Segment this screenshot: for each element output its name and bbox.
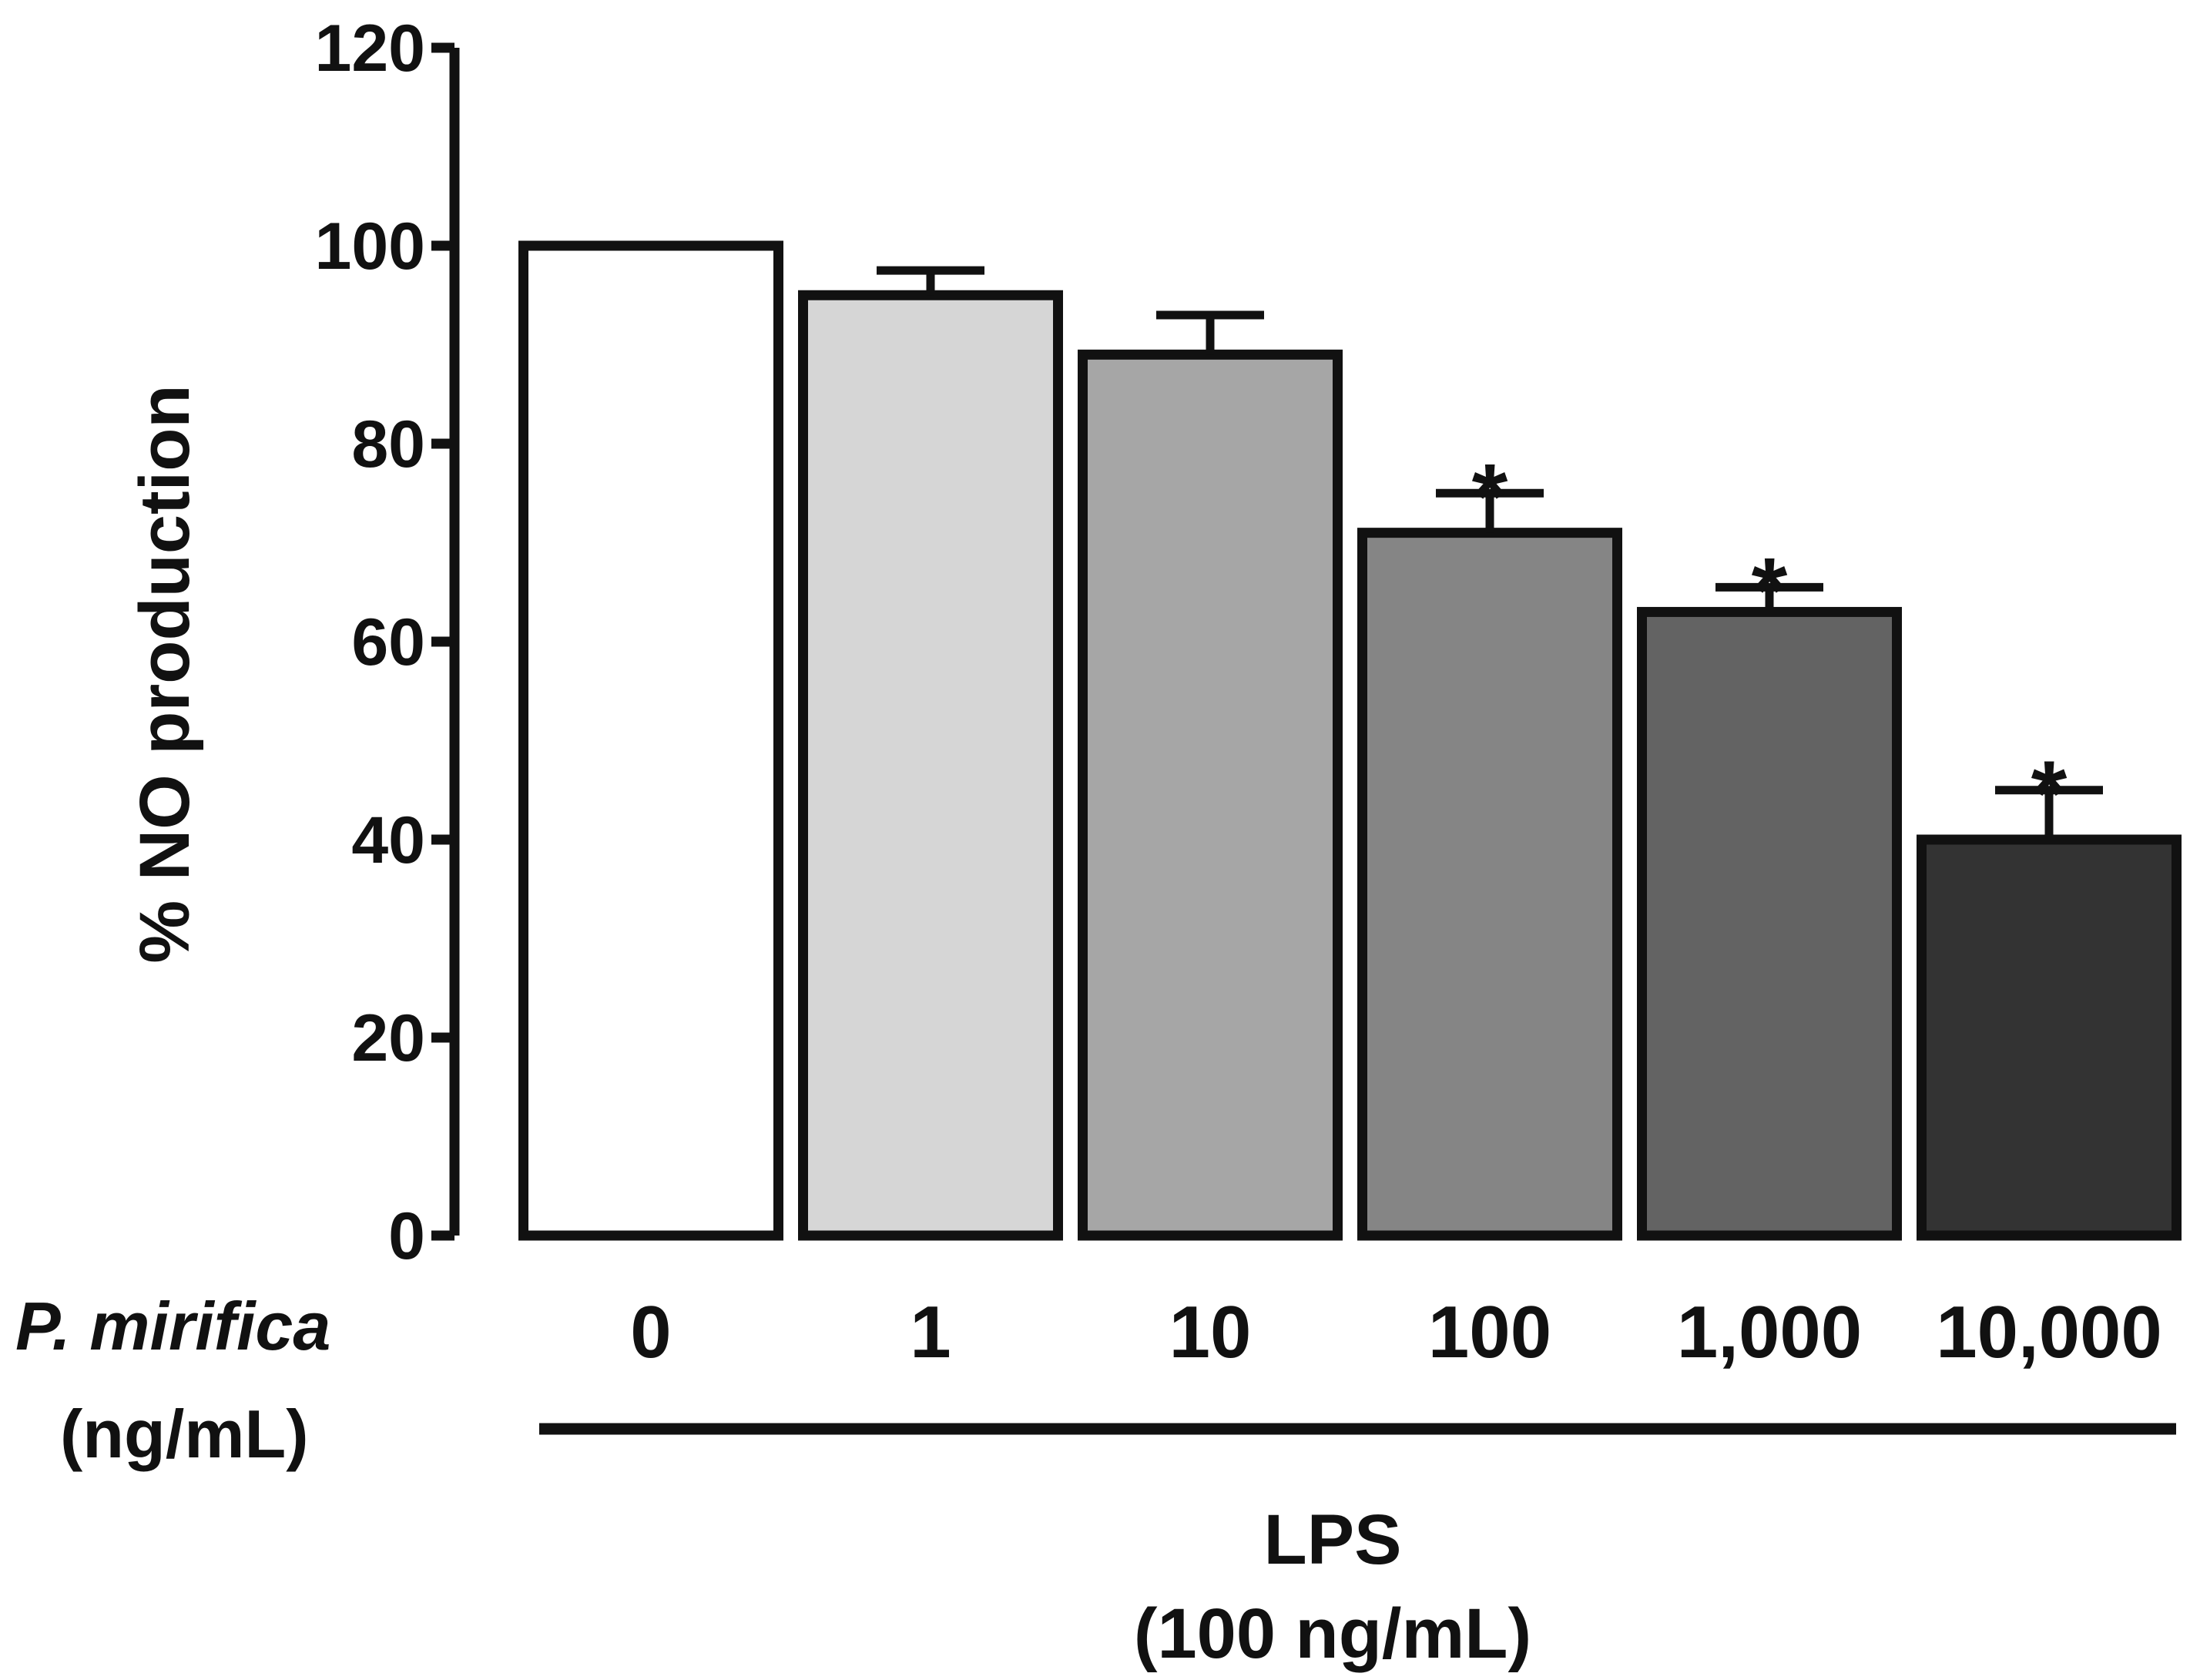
category-label-4: 100 — [1428, 1291, 1551, 1373]
significance-marks: * * * — [1472, 444, 2068, 845]
y-tick-label-20: 20 — [351, 1001, 425, 1075]
y-tick-label-60: 60 — [351, 605, 425, 679]
bar-5 — [1637, 606, 1902, 1241]
category-label-3: 10 — [1169, 1291, 1252, 1373]
category-label-6: 10,000 — [1936, 1291, 2162, 1373]
y-tick-label-120: 120 — [315, 12, 426, 86]
bar-2 — [798, 290, 1063, 1241]
row-label-unit: (ng/mL) — [60, 1396, 309, 1472]
bar-6 — [1917, 834, 2182, 1241]
bars — [518, 240, 2182, 1241]
significance-asterisk-4: * — [1472, 444, 1508, 548]
y-axis-title: % NO production — [126, 384, 204, 963]
bar-3 — [1078, 349, 1343, 1241]
category-label-1: 0 — [630, 1291, 671, 1373]
y-tick-label-0: 0 — [388, 1199, 425, 1273]
treatment-name: LPS — [1264, 1501, 1402, 1579]
bar-4 — [1357, 528, 1622, 1241]
error-bars — [877, 266, 2103, 840]
significance-asterisk-6: * — [2031, 742, 2068, 845]
y-ticks: 0 20 40 60 80 100 120 — [315, 12, 454, 1273]
y-tick-label-80: 80 — [351, 407, 425, 481]
significance-asterisk-5: * — [1752, 538, 1788, 642]
category-label-5: 1,000 — [1677, 1291, 1862, 1373]
category-labels: 0 1 10 100 1,000 10,000 — [630, 1291, 2162, 1373]
category-label-2: 1 — [910, 1291, 951, 1373]
row-label-name: P. mirifica — [15, 1288, 330, 1364]
bar-1 — [518, 240, 783, 1241]
y-tick-label-100: 100 — [315, 210, 426, 283]
treatment-dose: (100 ng/mL) — [1134, 1594, 1531, 1673]
y-tick-label-40: 40 — [351, 803, 425, 877]
